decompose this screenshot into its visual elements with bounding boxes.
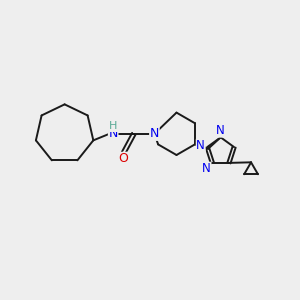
Text: N: N — [196, 139, 205, 152]
Text: H: H — [109, 122, 118, 131]
Text: N: N — [202, 162, 211, 175]
Text: O: O — [118, 152, 128, 165]
Text: N: N — [150, 127, 159, 140]
Text: N: N — [109, 127, 118, 140]
Text: N: N — [216, 124, 225, 137]
